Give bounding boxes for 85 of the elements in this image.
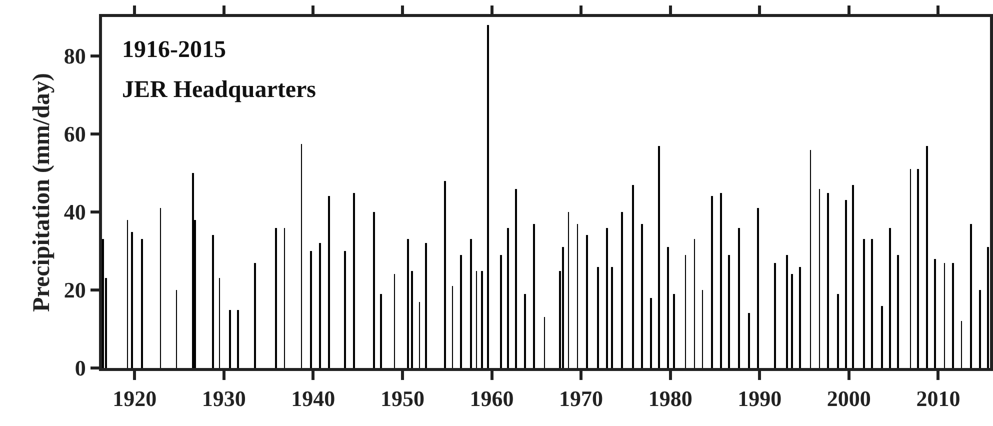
bar — [650, 298, 652, 368]
bar — [344, 251, 346, 368]
x-tick-label: 1920 — [112, 386, 157, 412]
bar — [845, 200, 847, 368]
bar — [852, 185, 854, 368]
bar — [757, 208, 759, 368]
x-tick-label: 1960 — [470, 386, 514, 412]
bar — [141, 239, 143, 368]
x-tick-label: 2010 — [916, 386, 960, 412]
x-tick-label: 1940 — [291, 386, 336, 412]
x-tick-label: 1980 — [648, 386, 692, 412]
y-tick-label: 40 — [64, 200, 86, 225]
bar — [871, 239, 873, 368]
x-tick-label: 1950 — [380, 386, 424, 412]
y-tick-label: 60 — [64, 122, 86, 147]
bar — [586, 235, 588, 368]
bar — [621, 212, 623, 368]
bar — [254, 263, 256, 368]
y-tick-label: 80 — [64, 44, 86, 69]
bar — [799, 267, 801, 368]
bar — [987, 247, 989, 368]
x-tick-label: 2000 — [826, 386, 871, 412]
bar — [229, 310, 231, 368]
bar — [970, 224, 972, 368]
bar — [310, 251, 312, 368]
bar — [728, 255, 730, 368]
bar — [380, 294, 382, 368]
x-tick-label: 1970 — [559, 386, 604, 412]
bar — [863, 239, 865, 368]
bar — [353, 193, 355, 368]
bar — [407, 239, 409, 368]
bar — [881, 306, 883, 368]
y-axis-title: Precipitation (mm/day) — [28, 73, 55, 312]
bar — [481, 271, 483, 368]
bar — [212, 235, 214, 368]
bar — [562, 247, 564, 368]
annotation: JER Headquarters — [122, 77, 316, 103]
annotation: 1916-2015 — [122, 37, 226, 63]
bar — [720, 193, 722, 368]
bar — [611, 267, 613, 368]
bar — [786, 255, 788, 368]
bar — [425, 243, 427, 368]
bar — [641, 224, 643, 368]
bar — [632, 185, 634, 368]
bar — [917, 169, 919, 368]
bar — [102, 239, 104, 368]
bar — [373, 212, 375, 368]
x-tick-label: 1930 — [202, 386, 246, 412]
bar — [507, 228, 509, 368]
bar — [487, 25, 489, 368]
bar — [275, 228, 277, 368]
bar — [934, 259, 936, 368]
y-tick-label: 20 — [64, 278, 86, 303]
bar — [738, 228, 740, 368]
bar — [711, 196, 713, 368]
bar — [748, 313, 750, 368]
y-tick-label: 0 — [74, 356, 86, 381]
bar — [470, 239, 472, 368]
bar — [328, 196, 330, 368]
bar — [237, 310, 239, 368]
bar — [926, 146, 928, 368]
bar — [192, 173, 194, 368]
bar — [897, 255, 899, 368]
bar — [658, 146, 660, 368]
bar — [673, 294, 675, 368]
bar — [515, 189, 517, 368]
bar — [837, 294, 839, 368]
bar — [131, 232, 133, 368]
bar — [774, 263, 776, 368]
bar — [667, 247, 669, 368]
bar — [952, 263, 954, 368]
bar — [889, 228, 891, 368]
bar — [791, 274, 793, 368]
bar — [460, 255, 462, 368]
bar — [411, 271, 413, 368]
bar — [597, 267, 599, 368]
x-tick-label: 1990 — [738, 386, 782, 412]
bar — [500, 255, 502, 368]
bar — [444, 181, 446, 368]
bar — [979, 290, 981, 368]
bar — [533, 224, 535, 368]
bar — [827, 193, 829, 368]
bar — [319, 243, 321, 368]
bar — [606, 228, 608, 368]
bar — [524, 294, 526, 368]
